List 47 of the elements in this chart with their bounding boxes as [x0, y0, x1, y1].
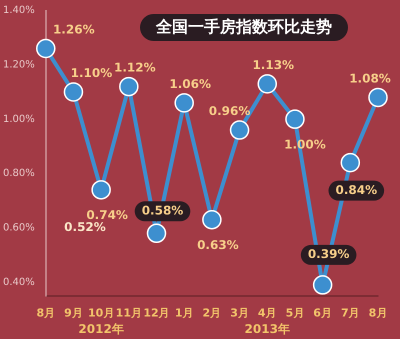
x-tick-label: 7月	[340, 306, 360, 320]
y-tick-label: 1.20%	[2, 59, 35, 70]
y-tick-label: 1.40%	[2, 5, 35, 16]
point	[230, 120, 250, 140]
data-label: 1.06%	[169, 77, 212, 92]
data-label: 1.10%	[70, 66, 112, 80]
x-tick-label: 9月	[64, 306, 83, 320]
x-tick-label: 12月	[143, 306, 170, 320]
text: 全国一手房指数环比走势	[140, 14, 348, 41]
y-tick-label: 1.00%	[2, 114, 35, 125]
point	[202, 210, 222, 230]
point	[340, 152, 360, 172]
point	[368, 88, 388, 108]
point	[285, 109, 305, 129]
x-tick-label: 3月	[230, 306, 249, 320]
data-label: 0.63%	[197, 238, 239, 252]
x-tick-label: 8月	[36, 306, 56, 320]
point	[64, 82, 84, 102]
x-tick-label: 10月	[88, 306, 114, 320]
x-tick-label: 1月	[174, 306, 194, 320]
x-tick-label: 2月	[202, 306, 222, 320]
y-tick-label: 0.60%	[2, 222, 35, 234]
data-label: 0.39%	[308, 247, 350, 262]
x-tick-label: 8月	[368, 306, 388, 320]
point	[174, 93, 194, 113]
x-tick-label: 6月	[313, 306, 332, 320]
point	[36, 38, 56, 58]
text: 2013年	[244, 322, 290, 336]
data-label: 0.74%	[86, 208, 128, 222]
x-tick-label: 5月	[286, 306, 304, 320]
point	[312, 275, 332, 295]
point	[119, 76, 139, 96]
data-label: 1.08%	[349, 72, 391, 86]
y-tick-label: 0.80%	[2, 168, 35, 180]
point	[146, 224, 166, 244]
point	[91, 180, 111, 200]
text: 2012年	[78, 322, 124, 336]
x-tick-label: 11月	[116, 306, 142, 320]
data-label: 0.84%	[335, 182, 378, 197]
x-tick-label: 4月	[258, 306, 277, 320]
data-label: 1.13%	[252, 58, 294, 72]
data-label: 0.58%	[142, 203, 184, 218]
annotation: 0.52%	[64, 220, 106, 234]
data-label: 1.26%	[52, 22, 95, 37]
y-tick-label: 0.40%	[2, 276, 35, 288]
data-label: 1.12%	[114, 60, 156, 75]
point	[258, 74, 278, 94]
